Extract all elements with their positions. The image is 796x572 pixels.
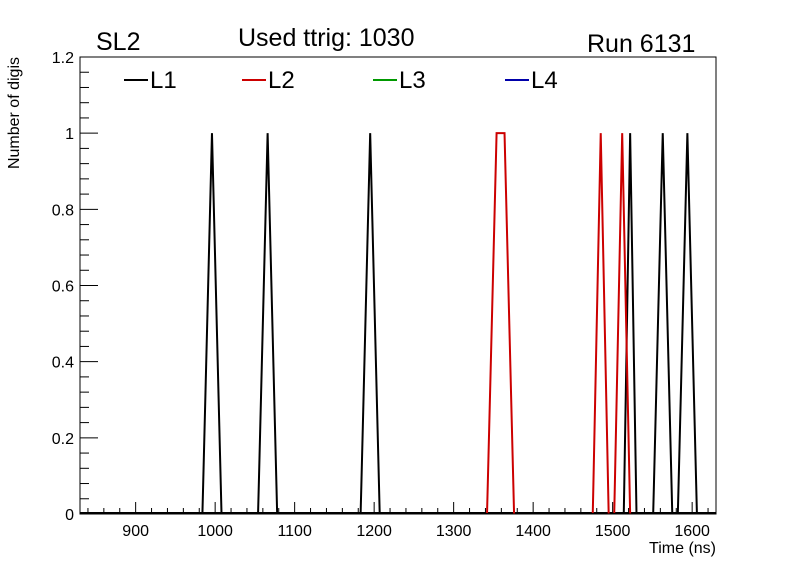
x-tick-label: 1100 (277, 523, 312, 540)
peak-l1 (622, 133, 638, 515)
y-tick-label: 0 (65, 507, 74, 524)
traces-layer (80, 132, 716, 515)
legend-label-l2: L2 (268, 67, 295, 94)
peak-l1 (652, 133, 674, 515)
x-tick-label: 1500 (595, 523, 631, 540)
legend-label-l1: L1 (150, 67, 177, 94)
legend: L1 L2 L3 L4 (124, 67, 558, 94)
peak-l2 (591, 133, 610, 515)
y-tick-label: 0.6 (52, 279, 74, 296)
peak-l2 (613, 133, 632, 515)
legend-label-l4: L4 (531, 67, 558, 94)
x-tick-label: 1300 (436, 523, 472, 540)
y-tick-label: 0.2 (52, 431, 74, 448)
plot-frame (79, 56, 717, 515)
x-tick-label: 1400 (515, 523, 551, 540)
y-axis: 0 0.2 0.4 0.6 0.8 1 1.2 (52, 50, 98, 524)
y-tick-label: 1.2 (52, 50, 74, 67)
peak-l1 (201, 133, 223, 515)
x-axis-title: Time (ns) (649, 540, 716, 557)
y-tick-label: 1 (65, 126, 74, 143)
y-tick-label: 0.8 (52, 202, 74, 219)
peak-l1 (257, 133, 279, 515)
peak-l2 (486, 132, 516, 515)
x-tick-label: 1000 (197, 523, 233, 540)
x-tick-label: 1200 (356, 523, 392, 540)
x-tick-label: 1600 (674, 523, 710, 540)
ttrig-label: Used ttrig: 1030 (238, 24, 415, 52)
x-axis: 900 1000 1100 1200 1300 1400 1500 1600 (87, 502, 710, 540)
peak-l1 (359, 133, 381, 515)
y-axis-title: Number of digis (6, 57, 23, 169)
peak-l1 (676, 133, 698, 515)
legend-label-l3: L3 (399, 67, 426, 94)
y-tick-label: 0.4 (52, 355, 74, 372)
superlayer-label: SL2 (96, 28, 141, 56)
x-tick-label: 900 (122, 523, 149, 540)
run-label: Run 6131 (587, 30, 696, 58)
